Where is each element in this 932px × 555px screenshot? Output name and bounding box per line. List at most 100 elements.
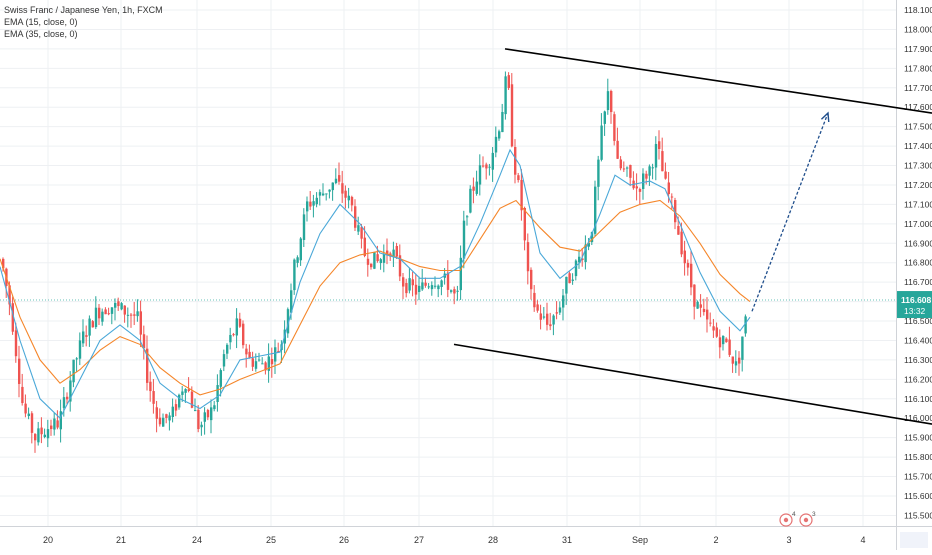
event-badge-a: 4	[779, 511, 796, 527]
x-tick-label: 31	[562, 535, 572, 545]
candle-body	[270, 359, 274, 365]
candle-body	[299, 238, 302, 261]
candle-body	[8, 285, 11, 305]
price-badge-countdown: 13:32	[904, 306, 926, 316]
candle-body	[197, 409, 200, 430]
legend-ema15[interactable]: EMA (15, close, 0)	[4, 17, 78, 27]
candle-body	[590, 232, 594, 243]
candle-body	[526, 242, 530, 272]
candle-body	[558, 307, 562, 313]
event-badge-count: 3	[812, 511, 816, 518]
y-tick-label: 116.100	[904, 394, 932, 404]
candle-body	[517, 175, 520, 181]
candle-body	[251, 358, 254, 367]
projection-arrow-head	[820, 111, 830, 123]
price-badge-value: 116.608	[901, 295, 932, 305]
candle-body	[104, 309, 107, 315]
x-tick-label: 24	[192, 535, 202, 545]
candle-body	[565, 276, 568, 294]
candle-body	[274, 347, 277, 362]
candle-body	[744, 316, 747, 334]
candle-body	[648, 166, 651, 176]
candle-body	[213, 405, 216, 410]
candle-body	[398, 255, 402, 277]
candle-body	[434, 285, 437, 287]
candle-body	[136, 311, 139, 317]
candles	[2, 71, 747, 453]
candle-body	[453, 289, 456, 294]
candle-body	[370, 263, 373, 268]
candle-body	[91, 321, 94, 328]
candle-body	[562, 295, 565, 308]
candle-body	[130, 314, 133, 316]
candle-body	[418, 285, 421, 293]
candle-body	[75, 358, 78, 360]
candle-body	[325, 193, 328, 195]
candle-body	[376, 254, 379, 262]
candle-body	[18, 358, 21, 384]
candle-body	[555, 312, 558, 314]
candle-body	[315, 197, 318, 205]
event-badge-dot	[803, 517, 809, 523]
x-tick-label: 26	[339, 535, 349, 545]
candle-body	[654, 143, 658, 168]
y-tick-label: 117.700	[904, 83, 932, 93]
candle-body	[718, 337, 722, 348]
candle-body	[670, 196, 674, 198]
candle-body	[229, 334, 232, 343]
candle-body	[616, 140, 619, 159]
candle-body	[152, 391, 155, 404]
candle-body	[706, 309, 709, 320]
candle-body	[354, 206, 357, 228]
candle-body	[645, 173, 648, 179]
candle-body	[610, 90, 613, 113]
candle-body	[27, 413, 30, 417]
candle-body	[741, 336, 744, 360]
candle-body	[53, 418, 56, 430]
candle-body	[146, 348, 149, 383]
x-tick-label: 2	[713, 535, 718, 545]
candle-body	[59, 411, 62, 430]
candle-body	[203, 412, 206, 422]
candle-body	[494, 136, 498, 153]
candle-body	[638, 188, 642, 192]
legend-ema35[interactable]: EMA (35, close, 0)	[4, 29, 78, 39]
candle-body	[107, 313, 110, 315]
candle-body	[658, 141, 661, 149]
candle-body	[222, 354, 226, 367]
candle-body	[178, 394, 181, 408]
candle-body	[264, 362, 267, 371]
y-tick-labels: 118.100 118.000 117.900 117.800 117.700 117.6…	[904, 5, 932, 520]
candle-body	[200, 424, 203, 428]
candle-body	[466, 216, 469, 218]
candle-body	[738, 357, 741, 364]
x-tick-label: 25	[266, 535, 276, 545]
y-tick-label: 116.700	[904, 277, 932, 287]
candle-body	[248, 351, 251, 359]
price-badge-background	[897, 291, 932, 319]
candle-body	[715, 327, 718, 337]
candle-body	[552, 315, 555, 325]
candle-body	[450, 290, 453, 292]
candle-body	[366, 258, 370, 265]
candle-body	[296, 257, 299, 263]
candle-body	[661, 151, 664, 172]
candle-body	[686, 262, 690, 268]
candle-body	[82, 331, 85, 344]
y-tick-label: 118.000	[904, 24, 932, 34]
candle-body	[539, 313, 542, 320]
candle-body	[408, 278, 411, 291]
candle-body	[629, 164, 632, 178]
candle-body	[574, 260, 578, 277]
candle-body	[613, 114, 616, 141]
candle-body	[322, 193, 325, 196]
legend-title[interactable]: Swiss Franc / Japanese Yen, 1h, FXCM	[4, 5, 163, 15]
candle-body	[40, 427, 43, 435]
candle-body	[501, 111, 504, 133]
candle-body	[594, 186, 597, 234]
candle-body	[11, 303, 14, 332]
y-tick-label: 117.200	[904, 180, 932, 190]
candle-body	[533, 292, 536, 308]
candle-body	[21, 386, 24, 404]
